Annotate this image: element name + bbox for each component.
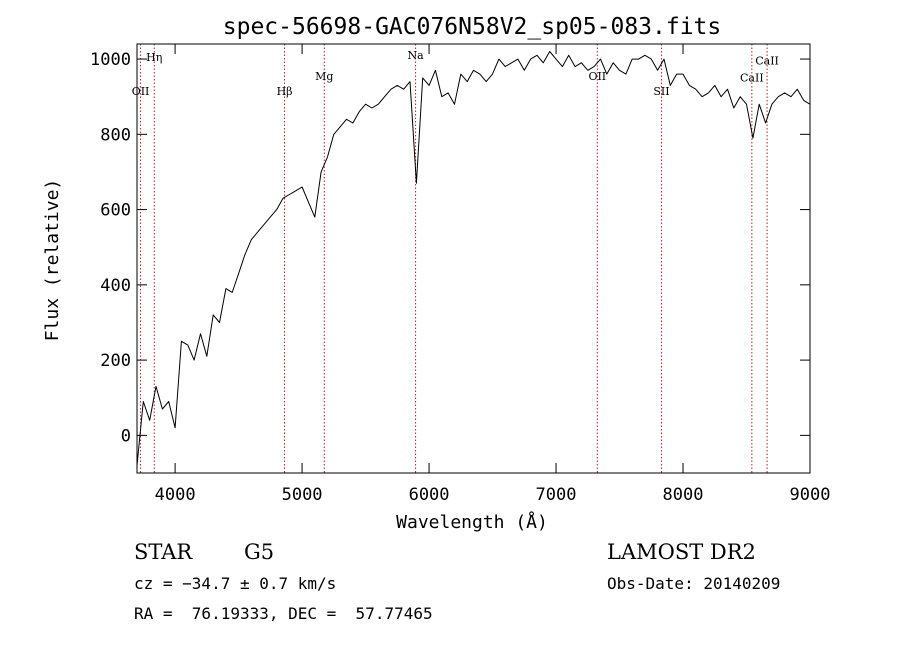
sky-coordinates: RA = 76.19333, DEC = 57.77465 <box>134 604 433 623</box>
spectral-line-label-5: OII <box>588 70 606 83</box>
spectral-line-label-3: Mg <box>315 70 333 83</box>
y-tick-label-1: 200 <box>100 351 131 371</box>
x-tick-label-4: 8000 <box>663 485 704 505</box>
spectral-line-label-1: OII <box>132 85 150 98</box>
spectral-line-markers: Hη OII Hβ Mg Na OII SII CaII CaII <box>132 44 779 473</box>
x-tick-label-1: 5000 <box>282 485 323 505</box>
object-class: STAR <box>134 540 193 564</box>
survey-name: LAMOST DR2 <box>607 540 756 564</box>
spectral-line-label-7: CaII <box>740 72 764 85</box>
y-tick-label-0: 0 <box>121 426 131 446</box>
spectral-line-label-4: Na <box>408 49 425 62</box>
y-axis-label: Flux (relative) <box>42 179 63 342</box>
y-tick-label-4: 800 <box>100 125 131 145</box>
spectrum-line-0 <box>136 51 811 466</box>
y-tick-label-2: 400 <box>100 276 131 296</box>
x-tick-label-2: 6000 <box>409 485 450 505</box>
chart-title: spec-56698-GAC076N58V2_sp05-083.fits <box>223 14 722 40</box>
y-tick-label-3: 600 <box>100 201 131 221</box>
spectrum-series <box>136 51 811 466</box>
spectral-line-label-2: Hβ <box>277 85 293 98</box>
spectral-line-label-6: SII <box>653 85 669 98</box>
redshift-velocity: cz = −34.7 ± 0.7 km/s <box>134 574 337 593</box>
y-tick-label-5: 1000 <box>90 50 131 70</box>
x-tick-label-3: 7000 <box>536 485 577 505</box>
x-axis-label: Wavelength (Å) <box>396 511 548 533</box>
x-tick-label-0: 4000 <box>155 485 196 505</box>
object-subclass: G5 <box>244 540 275 564</box>
spectral-line-label-8: CaII <box>755 55 779 68</box>
observation-date: Obs-Date: 20140209 <box>607 574 781 593</box>
x-tick-label-5: 9000 <box>790 485 831 505</box>
plot-frame <box>136 43 811 474</box>
axis-ticks: 4000 5000 6000 7000 8000 9000 0 200 400 600 800 100… <box>90 44 830 505</box>
spectral-line-label-0: Hη <box>146 51 162 64</box>
